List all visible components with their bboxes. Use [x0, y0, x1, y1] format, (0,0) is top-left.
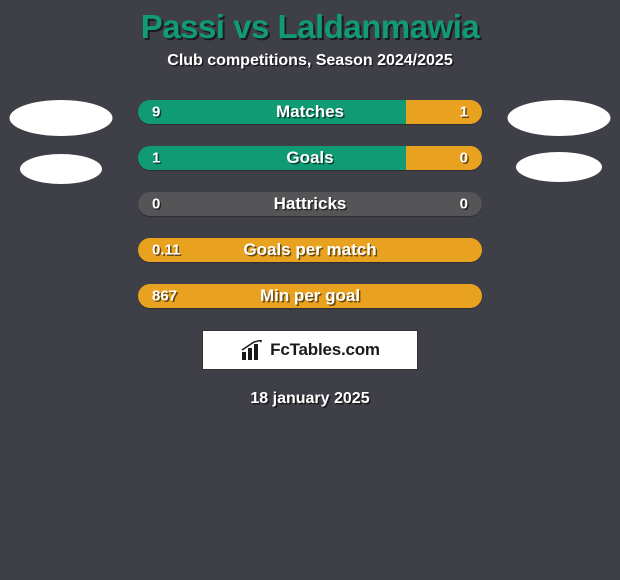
- stat-row: Goals1 0: [138, 146, 482, 170]
- bar-rows: Matches91Goals10Hattricks00Goals per mat…: [138, 100, 482, 308]
- subtitle: Club competitions, Season 2024/2025: [0, 52, 620, 70]
- page-title: Passi vs Laldanmawia: [0, 0, 620, 46]
- logo-text: FcTables.com: [270, 340, 380, 360]
- stat-label: Goals: [138, 148, 482, 168]
- date: 18 january 2025: [0, 390, 620, 408]
- right-value: 1: [460, 104, 468, 121]
- stat-row: Min per goal867: [138, 284, 482, 308]
- stat-row: Matches9 1: [138, 100, 482, 124]
- left-value: 0: [152, 196, 160, 213]
- left-value: 9: [152, 104, 160, 121]
- logo: FcTables.com: [202, 330, 418, 370]
- bars-icon: [240, 340, 266, 360]
- stat-row: Goals per match0.11: [138, 238, 482, 262]
- avatar: [516, 152, 602, 182]
- avatar: [10, 100, 113, 136]
- left-value: 1: [152, 150, 160, 167]
- stat-label: Goals per match: [138, 240, 482, 260]
- right-value: 0: [460, 150, 468, 167]
- avatar: [508, 100, 611, 136]
- stat-label: Hattricks: [138, 194, 482, 214]
- right-value: 0: [460, 196, 468, 213]
- avatar: [20, 154, 102, 184]
- left-value: 0.11: [152, 242, 180, 259]
- comparison-chart: Matches91Goals10Hattricks00Goals per mat…: [0, 100, 620, 308]
- left-value: 867: [152, 288, 177, 305]
- stat-row: Hattricks0 0: [138, 192, 482, 216]
- stat-label: Matches: [138, 102, 482, 122]
- stat-label: Min per goal: [138, 286, 482, 306]
